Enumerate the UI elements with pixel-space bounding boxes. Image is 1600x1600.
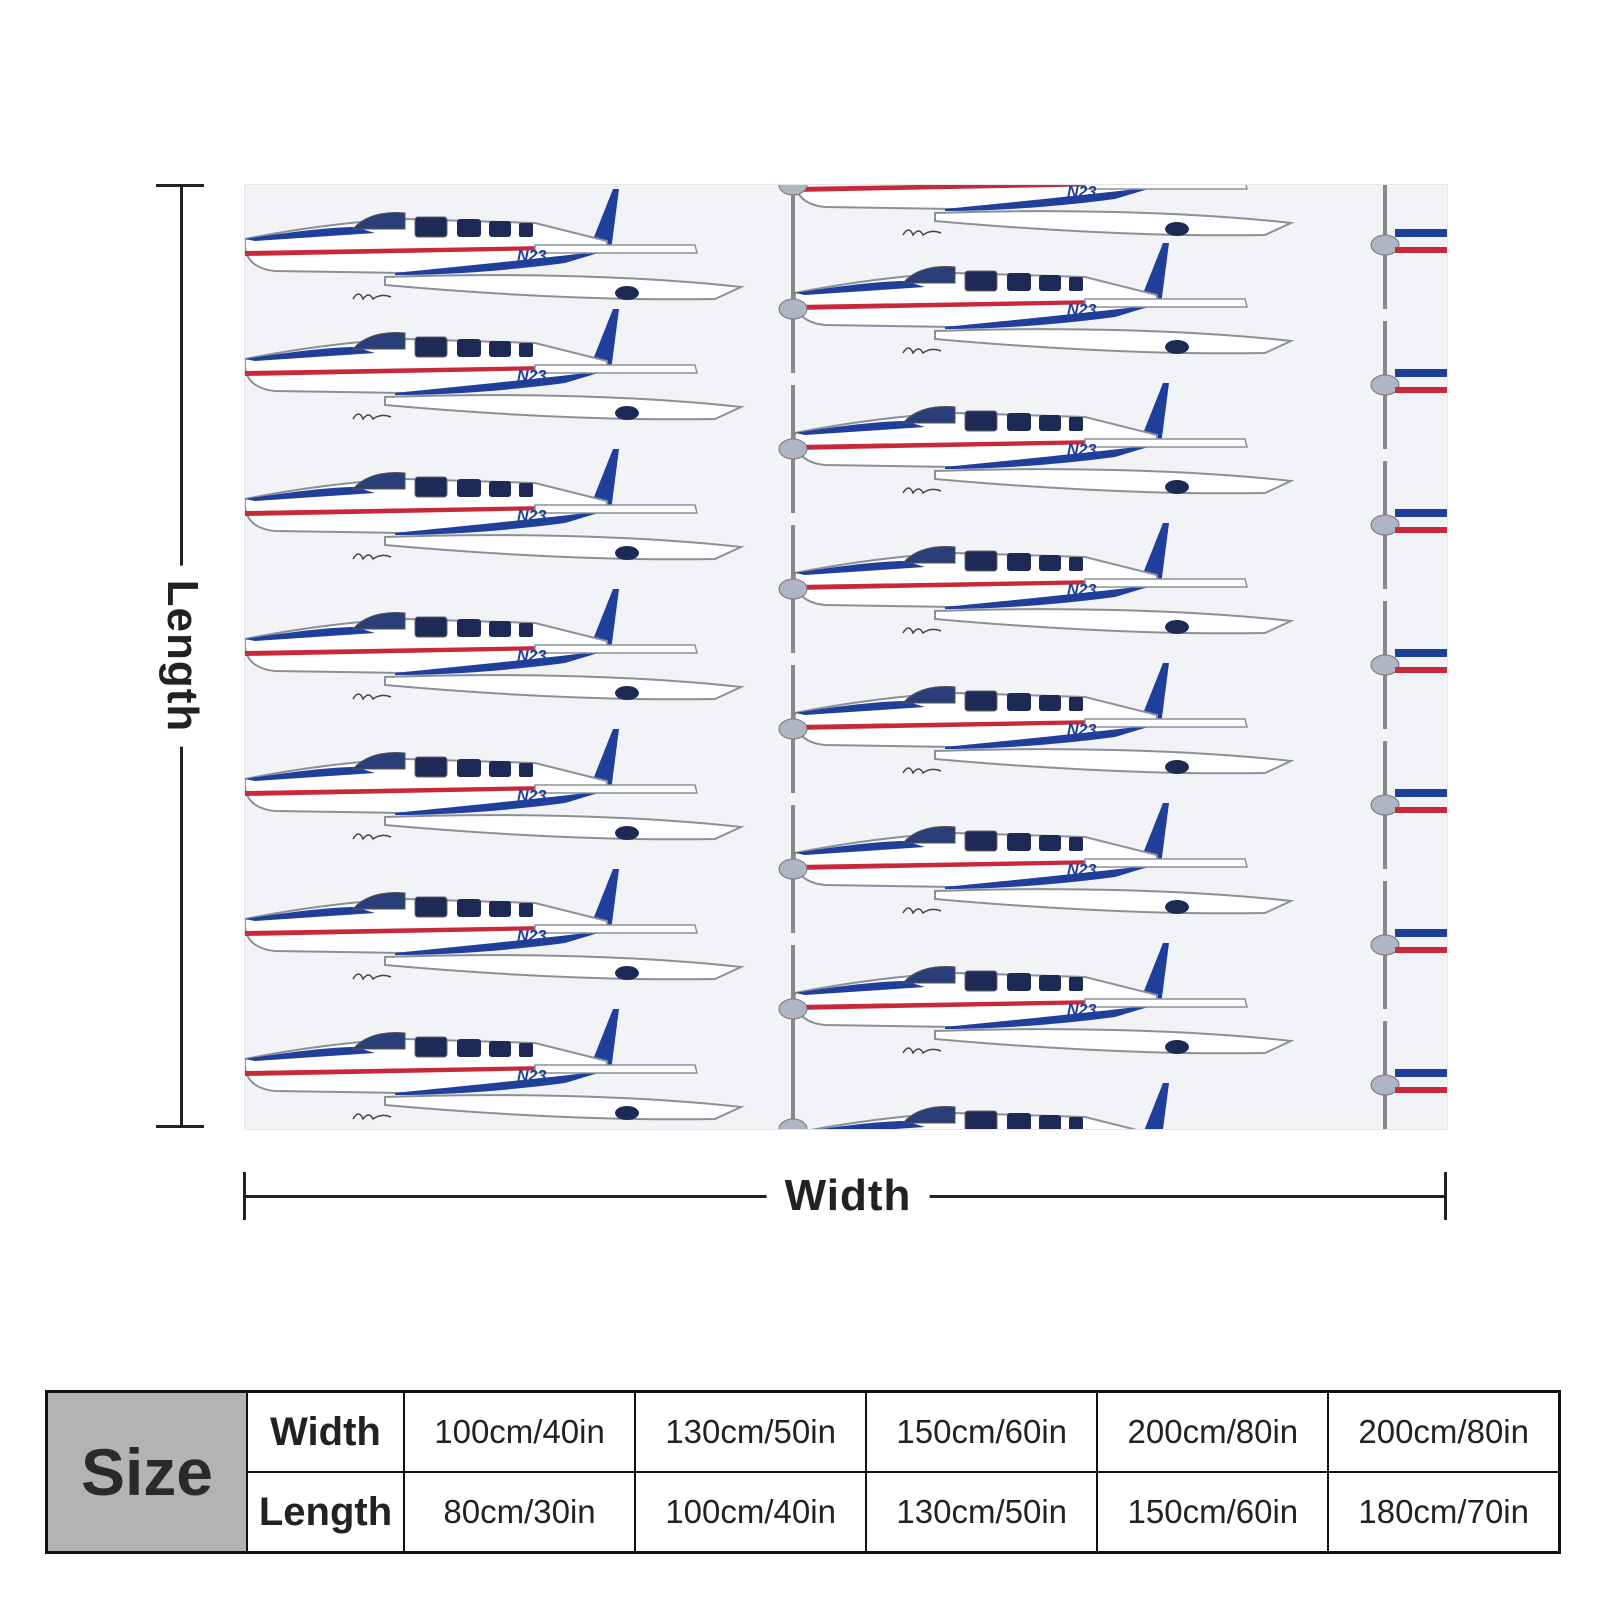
length-label: Length: [157, 565, 207, 747]
airplane-column-right: [793, 185, 1292, 1129]
size-row-length: Length 80cm/30in 100cm/40in 130cm/50in 1…: [47, 1471, 1561, 1554]
length-cell: 130cm/50in: [865, 1471, 1099, 1554]
airplane-pattern: N23: [245, 185, 1447, 1129]
row-label-length: Length: [246, 1471, 405, 1554]
width-cell: 100cm/40in: [402, 1390, 637, 1473]
blanket-product-image: N23: [244, 184, 1448, 1130]
size-chart-table: Size Width 100cm/40in 130cm/50in 150cm/6…: [45, 1390, 1561, 1554]
width-cell: 150cm/60in: [865, 1390, 1099, 1473]
length-cell: 180cm/70in: [1327, 1471, 1561, 1554]
size-row-width: Size Width 100cm/40in 130cm/50in 150cm/6…: [45, 1390, 1561, 1554]
size-header: Size: [45, 1390, 248, 1554]
airplane-column-edge: [1395, 229, 1447, 1093]
width-cell: 130cm/50in: [634, 1390, 868, 1473]
row-label-width: Width: [246, 1390, 405, 1473]
length-cap-bottom: [156, 1125, 204, 1128]
width-label: Width: [766, 1171, 930, 1221]
width-cell: 200cm/80in: [1096, 1390, 1330, 1473]
width-cap-right: [1444, 1172, 1447, 1220]
width-cell: 200cm/80in: [1327, 1390, 1561, 1473]
airplane-column-left: [245, 188, 742, 1121]
length-cell: 100cm/40in: [634, 1471, 868, 1554]
length-cell: 80cm/30in: [402, 1471, 637, 1554]
length-cell: 150cm/60in: [1096, 1471, 1330, 1554]
